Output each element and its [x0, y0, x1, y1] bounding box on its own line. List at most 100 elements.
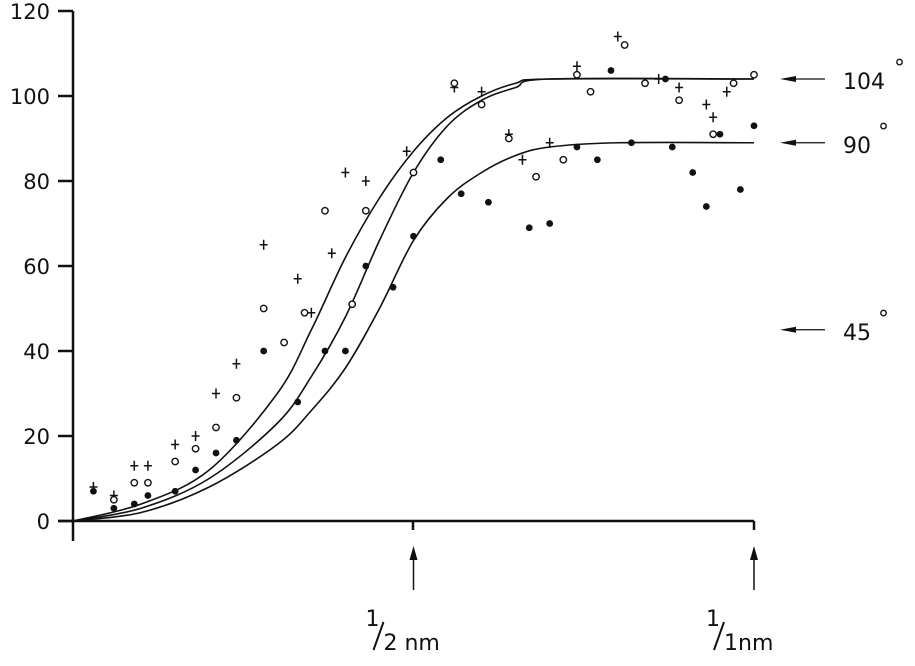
- plus-marker: [709, 112, 718, 123]
- filled-circle-marker: [525, 224, 533, 232]
- open-circle-marker: [573, 70, 581, 79]
- open-circle-marker: [450, 79, 459, 88]
- plus-marker: [232, 358, 241, 369]
- y-tick-label: 40: [23, 340, 50, 364]
- y-tick-label: 60: [23, 255, 50, 279]
- plus-marker: [327, 248, 336, 259]
- filled-circle-marker: [233, 436, 240, 444]
- open-circle-marker: [409, 168, 418, 177]
- plus-marker: [130, 460, 139, 471]
- curve-plus: [72, 77, 755, 522]
- filled-circle-marker: [702, 203, 710, 210]
- filled-circle-marker: [410, 232, 417, 240]
- filled-circle-marker: [212, 449, 220, 457]
- open-circle-marker: [675, 96, 683, 105]
- arrow-up-icon: [409, 546, 418, 560]
- filled-circle-marker: [437, 156, 445, 164]
- open-circle-marker: [109, 495, 118, 504]
- open-circle-marker: [586, 87, 595, 96]
- x-marker-label: 1nm: [724, 631, 773, 656]
- filled-circle-marker: [607, 67, 615, 74]
- plus-marker: [402, 146, 411, 157]
- y-tick-label: 100: [10, 85, 50, 109]
- filled-circle-marker: [144, 492, 152, 499]
- plus-marker: [212, 388, 221, 399]
- y-ticks: 0 20 40 60 80 100 120: [10, 0, 73, 534]
- filled-circle-marker: [736, 186, 744, 193]
- y-tick-label: 20: [23, 425, 50, 449]
- filled-circle-marker: [593, 156, 601, 164]
- open-circle-marker: [171, 457, 180, 466]
- open-circle-marker: [709, 130, 718, 139]
- plus-marker: [518, 154, 527, 165]
- angle-label: 45: [843, 321, 871, 346]
- plus-marker: [654, 74, 663, 84]
- open-circle-marker: [477, 100, 486, 109]
- degree-symbol: °: [878, 307, 889, 332]
- filled-circle-marker: [668, 143, 676, 151]
- plus-marker: [307, 307, 316, 318]
- filled-circle-marker: [662, 75, 669, 83]
- arrow-left-icon: [780, 76, 796, 82]
- open-circle-marker: [641, 79, 649, 88]
- filled-circle-marker: [192, 466, 199, 474]
- filled-circle-marker: [110, 504, 118, 512]
- filled-circle-marker: [362, 262, 370, 270]
- filled-circle-marker: [294, 398, 302, 406]
- filled-circle-marker: [90, 487, 97, 495]
- plus-marker: [341, 167, 350, 178]
- filled-circle-marker: [573, 143, 581, 151]
- angle-annotations: 104 ° 90 ° 45 °: [780, 56, 905, 346]
- filled-circle-marker: [546, 220, 554, 227]
- curve-filled-circle: [72, 141, 755, 522]
- plus-marker: [361, 176, 370, 186]
- degree-symbol: °: [894, 56, 905, 81]
- axes: [58, 11, 756, 541]
- plus-marker: [171, 439, 180, 450]
- open-circle-marker: [212, 423, 220, 432]
- open-circle-marker: [750, 70, 758, 79]
- filled-circle-marker: [689, 169, 697, 176]
- open-circle-marker: [321, 206, 329, 215]
- open-circle-marker: [559, 155, 568, 164]
- arrow-left-icon: [780, 139, 796, 146]
- filled-circle-marker: [171, 487, 179, 495]
- plus-marker: [545, 137, 554, 148]
- open-circle-marker: [130, 478, 139, 487]
- plus-marker: [143, 460, 152, 471]
- x-marker-numerator: 1: [366, 607, 380, 632]
- data-points: [89, 31, 758, 512]
- degree-symbol: °: [878, 120, 889, 145]
- x-marker-label: 2 nm: [384, 631, 440, 656]
- filled-circle-marker: [130, 500, 138, 508]
- filled-circle-marker: [485, 198, 492, 206]
- filled-circle-marker: [321, 347, 329, 355]
- open-circle-marker: [361, 206, 370, 215]
- filled-circle-marker: [457, 190, 465, 198]
- filled-circle-marker: [260, 347, 268, 355]
- filled-circle-marker: [389, 283, 397, 291]
- x-marker-numerator: 1: [706, 607, 720, 632]
- angle-label: 104: [843, 70, 885, 95]
- plus-marker: [702, 99, 711, 110]
- arrow-up-icon: [750, 546, 758, 560]
- plus-marker: [722, 86, 731, 97]
- plus-marker: [613, 31, 622, 42]
- filled-circle-marker: [716, 130, 724, 138]
- open-circle-marker: [620, 41, 629, 49]
- plus-marker: [477, 86, 486, 97]
- open-circle-marker: [348, 300, 357, 309]
- open-circle-marker: [729, 79, 738, 88]
- filled-circle-marker: [628, 139, 635, 147]
- plus-marker: [572, 61, 581, 72]
- open-circle-marker: [280, 338, 289, 347]
- plus-marker: [675, 82, 684, 93]
- y-tick-label: 0: [37, 510, 50, 534]
- y-tick-label: 80: [23, 170, 50, 194]
- plus-marker: [191, 431, 200, 441]
- open-circle-marker: [504, 134, 513, 143]
- open-circle-marker: [232, 393, 241, 402]
- filled-circle-marker: [750, 122, 758, 130]
- plus-marker: [259, 239, 268, 250]
